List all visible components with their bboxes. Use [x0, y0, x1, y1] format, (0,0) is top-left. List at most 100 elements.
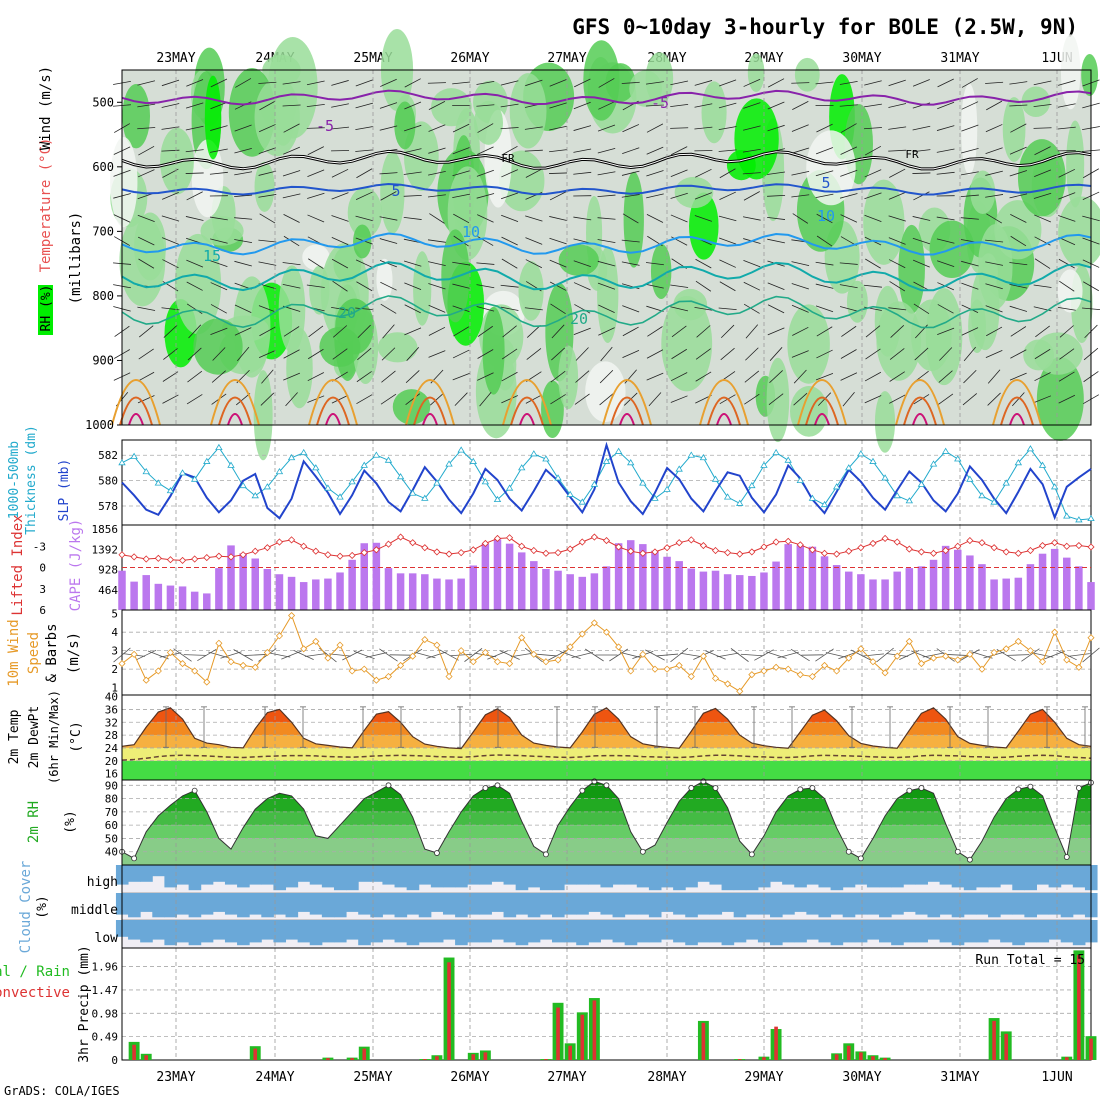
- cloud-cell: [685, 865, 698, 887]
- rh-tick: 40: [105, 846, 118, 859]
- rh-patch: [585, 361, 625, 422]
- cloud-cell: [443, 920, 456, 940]
- li-point: [870, 540, 876, 546]
- cloud-cell: [128, 893, 141, 917]
- li-point: [749, 549, 755, 555]
- precip-tick: 0.98: [92, 1007, 119, 1020]
- cloud-cell: [552, 920, 565, 942]
- rh2m-point: [483, 785, 488, 790]
- cloud-cell: [310, 865, 323, 885]
- li-point: [676, 540, 682, 546]
- cape-bar: [385, 568, 393, 610]
- thickness-point: [216, 445, 222, 450]
- wind10-barb: [778, 652, 799, 658]
- date-label: 25MAY: [353, 1070, 392, 1085]
- li-point: [458, 550, 464, 556]
- axis-label: 1000-500mb: [7, 441, 22, 519]
- cloud-cell: [588, 893, 601, 912]
- cloud-cell: [734, 893, 747, 917]
- cloud-cell: [685, 893, 698, 917]
- cape-bar: [615, 543, 623, 610]
- rh-patch: [413, 251, 431, 325]
- rh-patch: [675, 177, 714, 208]
- cloud-cell: [625, 865, 638, 885]
- cloud-cell: [261, 893, 274, 917]
- cloud-cell: [455, 865, 468, 887]
- cloud-cell: [952, 865, 965, 887]
- rh2m-point: [640, 849, 645, 854]
- precip-conv-bar: [1065, 1057, 1069, 1060]
- thickness-point: [373, 452, 379, 457]
- rh-patch: [1066, 121, 1084, 208]
- cloud-cell: [600, 893, 613, 915]
- precip-conv-bar: [580, 1015, 584, 1060]
- wind10-point: [749, 672, 755, 678]
- contour-label: 10: [462, 223, 480, 241]
- precip-conv-bar: [1077, 955, 1081, 1060]
- cloud-cell: [564, 920, 577, 942]
- cloud-cell: [225, 893, 238, 915]
- cloud-cell: [927, 920, 940, 940]
- rh2m-point: [1016, 787, 1021, 792]
- li-point: [313, 548, 319, 554]
- cloud-cell: [867, 920, 880, 940]
- precip-conv-bar: [859, 1052, 863, 1060]
- cloud-cell: [734, 920, 747, 942]
- cloud-cell: [1061, 920, 1074, 942]
- pressure-label: 800: [92, 289, 114, 303]
- precip-conv-bar: [253, 1049, 257, 1060]
- cape-bar: [591, 573, 599, 610]
- cloud-cell: [322, 893, 335, 917]
- precip-conv-bar: [544, 1059, 548, 1060]
- contour-label: 15: [203, 247, 221, 265]
- li-point: [882, 535, 888, 541]
- cape-bar: [336, 572, 344, 610]
- cloud-cell: [782, 865, 795, 885]
- li-point: [858, 545, 864, 551]
- temp-tick: 32: [105, 716, 118, 729]
- wind10-point: [543, 659, 549, 665]
- thickness-tick: 582: [98, 449, 118, 462]
- wind10-barb: [680, 653, 702, 656]
- cloud-cell: [298, 920, 311, 942]
- rh-patch: [483, 307, 505, 395]
- wind10-point: [725, 681, 731, 687]
- cloud-cell: [1049, 920, 1062, 940]
- cloud-cell: [310, 920, 323, 945]
- rh-tick: 60: [105, 819, 118, 832]
- thickness-point: [458, 447, 464, 452]
- date-label: 31MAY: [940, 1070, 979, 1085]
- wind10-barb: [220, 652, 241, 658]
- cape-bar: [251, 559, 259, 610]
- cloud-cell: [491, 920, 504, 940]
- precip-tick: 0.49: [92, 1031, 119, 1044]
- temp-band: [122, 748, 1091, 761]
- thickness-point: [749, 483, 755, 488]
- li-point: [216, 553, 222, 559]
- wind10-point: [228, 659, 234, 665]
- cloud-cell: [891, 920, 904, 945]
- footer-credit: GrADS: COLA/IGES: [4, 1084, 120, 1098]
- rh-band: [122, 825, 1091, 838]
- rh-patch: [806, 130, 855, 205]
- date-label: 24MAY: [255, 1070, 294, 1085]
- temp-tick: 24: [105, 742, 119, 755]
- rh-patch: [558, 345, 578, 409]
- cloud-cell: [1024, 893, 1037, 917]
- cloud-cell: [395, 920, 408, 942]
- cape-bar: [966, 555, 974, 610]
- cloud-cell: [443, 893, 456, 915]
- cape-tick: 1392: [92, 543, 119, 556]
- cloud-cell: [1049, 865, 1062, 887]
- rh-patch: [431, 88, 472, 126]
- axis-label: CAPE (J/kg): [68, 519, 84, 612]
- thickness-point: [737, 500, 743, 505]
- cloud-cell: [831, 893, 844, 915]
- axis-label: Thickness (dm): [24, 425, 39, 535]
- cloud-cell: [806, 920, 819, 940]
- precip-conv-bar: [132, 1045, 136, 1060]
- li-point: [204, 555, 210, 561]
- li-point: [604, 538, 610, 544]
- cloud-cell: [504, 920, 517, 942]
- cloud-cell: [649, 865, 662, 890]
